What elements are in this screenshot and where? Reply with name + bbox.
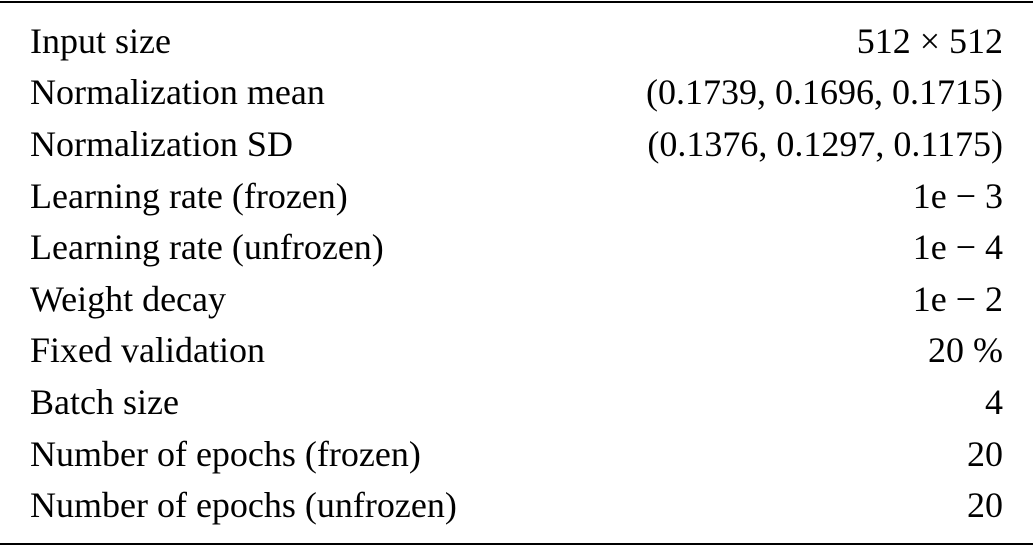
parameter-name: Number of epochs (frozen) — [30, 433, 421, 474]
parameter-name: Normalization SD — [30, 123, 293, 164]
table-row: Fixed validation 20 % — [0, 325, 1033, 377]
table-row: Weight decay 1e − 2 — [0, 273, 1033, 325]
parameter-name: Number of epochs (unfrozen) — [30, 485, 457, 526]
parameter-name: Learning rate (frozen) — [30, 175, 348, 216]
parameter-value: 1e − 3 — [912, 175, 1003, 216]
parameter-value: 20 — [967, 485, 1003, 526]
table-row: Input size 512 × 512 — [0, 15, 1033, 67]
table-row: Learning rate (unfrozen) 1e − 4 — [0, 221, 1033, 273]
bottom-rule — [0, 543, 1033, 545]
parameter-value: 512 × 512 — [856, 20, 1003, 61]
table-row: Normalization mean (0.1739, 0.1696, 0.171… — [0, 67, 1033, 119]
parameter-value: 1e − 2 — [912, 278, 1003, 319]
parameter-value: 4 — [985, 381, 1003, 422]
parameter-name: Weight decay — [30, 278, 227, 319]
parameter-value: 20 — [967, 433, 1003, 474]
table-row: Number of epochs (frozen) 20 — [0, 428, 1033, 480]
table-row: Learning rate (frozen) 1e − 3 — [0, 170, 1033, 222]
parameter-name: Fixed validation — [30, 330, 265, 371]
table-row: Normalization SD (0.1376, 0.1297, 0.1175) — [0, 118, 1033, 170]
parameter-name: Batch size — [30, 381, 179, 422]
parameter-name: Normalization mean — [30, 72, 325, 113]
parameter-value: (0.1376, 0.1297, 0.1175) — [647, 123, 1003, 164]
parameter-value: (0.1739, 0.1696, 0.1715) — [646, 72, 1003, 113]
parameter-name: Input size — [30, 20, 171, 61]
table-row: Batch size 4 — [0, 376, 1033, 428]
parameter-value: 20 % — [928, 330, 1003, 371]
parameter-name: Learning rate (unfrozen) — [30, 227, 384, 268]
table-row: Number of epochs (unfrozen) 20 — [0, 479, 1033, 531]
top-rule — [0, 1, 1033, 3]
table-body: Input size 512 × 512 Normalization mean (0.… — [0, 15, 1033, 531]
parameter-value: 1e − 4 — [912, 227, 1003, 268]
